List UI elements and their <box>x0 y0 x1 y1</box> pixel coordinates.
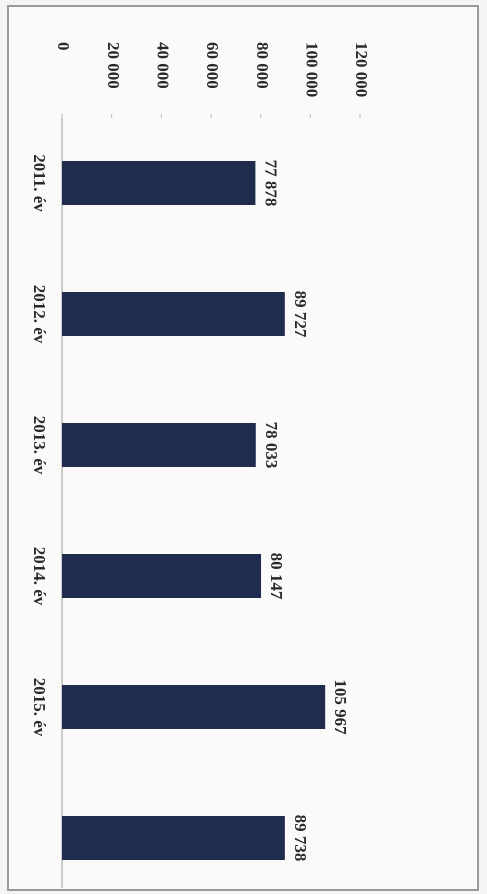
y-tick-label: 20 000 <box>104 42 123 89</box>
y-tick-label: 80 000 <box>253 42 272 89</box>
bar <box>62 161 256 205</box>
x-tick-label: 2013. év <box>30 416 49 475</box>
bar <box>62 423 256 467</box>
y-tick-label: 100 000 <box>302 42 321 97</box>
bar <box>62 554 262 598</box>
x-tick-label: 2015. év <box>30 678 49 737</box>
bar <box>62 816 285 860</box>
x-tick-label: 2011. év <box>30 154 49 212</box>
y-tick-label: 0 <box>54 42 73 51</box>
y-tick-label: 60 000 <box>203 42 222 89</box>
x-tick-label: 2012. év <box>30 285 49 344</box>
data-label: 77 878 <box>261 160 280 207</box>
data-label: 89 727 <box>291 291 310 338</box>
x-tick-label: 2014. év <box>30 547 49 606</box>
data-label: 89 738 <box>291 815 310 862</box>
y-tick-label: 120 000 <box>352 42 371 97</box>
bar <box>62 292 285 336</box>
data-label: 78 033 <box>262 422 281 469</box>
data-label: 80 147 <box>267 553 286 600</box>
y-tick-label: 40 000 <box>153 42 172 89</box>
bar <box>62 685 326 729</box>
data-label: 105 967 <box>331 679 350 735</box>
